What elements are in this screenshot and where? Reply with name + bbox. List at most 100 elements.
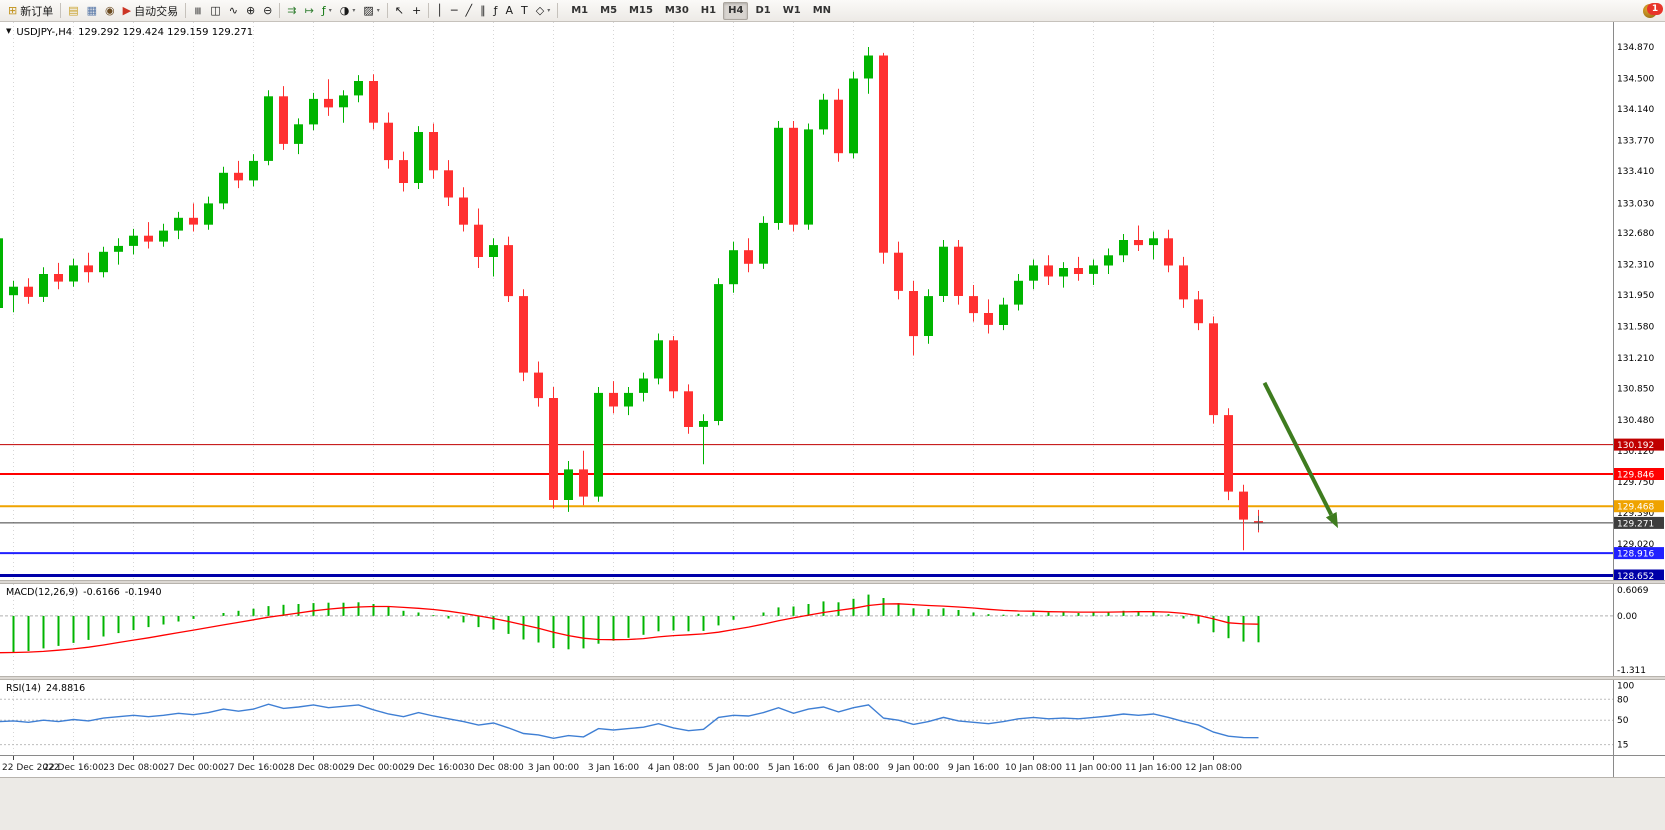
fibonacci-button[interactable]: ƒ [491,2,501,20]
caret-down-icon: ▾ [352,7,356,14]
zoom-out-button[interactable]: ⊖ [260,2,275,20]
svg-text:130.850: 130.850 [1617,385,1654,395]
svg-text:128.916: 128.916 [1617,550,1654,560]
profiles-icon: ▦ [86,3,98,17]
svg-text:29 Dec 16:00: 29 Dec 16:00 [403,763,464,773]
timeframe-w1[interactable]: W1 [782,4,801,16]
toolbar-separator [386,3,388,18]
vertical-line-button[interactable]: │ [433,2,446,20]
cursor-icon: ↖ [394,3,404,17]
rsi-panel[interactable]: 100 80 50 15 RSI(14) 24.8816 [0,680,1665,755]
panel-splitter[interactable] [0,676,1665,680]
svg-text:129.846: 129.846 [1617,471,1654,481]
trendline-icon: ╱ [465,3,473,17]
trendline-button[interactable]: ╱ [462,2,475,20]
toolbar: ⊞ 新订单 ▤ ▦ ◉ ▶ 自动交易 ≡ ◫ ∿ ⊕ ⊖ ⇉ ↦ ƒ ▾ ◑ ▾ ▨ ▾ ↖ + │ ─ ╱ ∥ ƒ A T ◇ ▾ M1 M5… [0,0,1665,22]
text-button[interactable]: A [502,2,516,20]
rsi-line [0,703,1259,740]
svg-text:129.750: 129.750 [1617,478,1654,488]
timeframe-h4[interactable]: H4 [723,1,749,20]
autotrading-button[interactable]: ▶ 自动交易 [120,2,181,20]
time-axis[interactable]: 22 Dec 2022 22 Dec 16:00 23 Dec 08:00 27 De… [0,755,1665,777]
candlestick-chart-icon: ◫ [210,3,221,17]
new-order-button[interactable]: ⊞ 新订单 [5,2,56,20]
svg-text:0.00: 0.00 [1617,612,1637,622]
line-chart-button[interactable]: ∿ [226,2,241,20]
svg-text:3 Jan 00:00: 3 Jan 00:00 [528,763,580,773]
svg-text:27 Dec 16:00: 27 Dec 16:00 [223,763,284,773]
time-grid [13,22,1214,580]
svg-text:131.580: 131.580 [1617,323,1654,333]
svg-text:22 Dec 16:00: 22 Dec 16:00 [43,763,104,773]
new-order-icon: ⊞ [8,3,18,17]
svg-text:11 Jan 16:00: 11 Jan 16:00 [1125,763,1182,773]
svg-text:129.390: 129.390 [1617,509,1654,519]
channel-button[interactable]: ∥ [477,2,489,20]
horizontal-line-button[interactable]: ─ [448,2,461,20]
chart-shift-icon: ↦ [304,3,314,17]
auto-scroll-icon: ⇉ [287,3,297,17]
rsi-levels [0,698,1613,746]
chart-shift-button[interactable]: ↦ [302,2,317,20]
trend-arrow[interactable] [1262,381,1339,529]
svg-text:131.950: 131.950 [1617,291,1654,301]
timeframe-mn[interactable]: MN [812,4,832,16]
fibonacci-icon: ƒ [493,3,498,17]
svg-text:130.192: 130.192 [1617,441,1654,451]
timeframe-m30[interactable]: M30 [664,4,689,16]
rsi-axis[interactable]: 100 80 50 15 [1613,680,1635,755]
level-lines[interactable] [0,444,1613,577]
candles [0,47,1263,551]
svg-text:134.870: 134.870 [1617,43,1654,53]
rsi-value: 24.8816 [45,683,86,694]
zoom-in-button[interactable]: ⊕ [243,2,258,20]
macd-panel[interactable]: 0.6069 0.00 -1.311 MACD(12,26,9) -0.6166 -0.… [0,584,1665,676]
svg-text:129.020: 129.020 [1617,540,1654,550]
one-click-trading-toggle[interactable]: ▼ [6,27,12,35]
profiles-button[interactable]: ▦ [84,2,100,20]
svg-text:134.500: 134.500 [1617,75,1654,85]
new-order-label: 新订单 [20,4,54,18]
svg-text:133.030: 133.030 [1617,199,1654,209]
bar-chart-button[interactable]: ≡ [190,2,205,20]
macd-main-value: -0.6166 [83,587,120,598]
shapes-button[interactable]: ◇ ▾ [533,2,553,20]
candlestick-chart-button[interactable]: ◫ [207,2,223,20]
timeframe-m15[interactable]: M15 [629,4,653,16]
label-icon: T [520,3,528,17]
timeframe-m5[interactable]: M5 [600,4,618,16]
macd-axis[interactable]: 0.6069 0.00 -1.311 [1613,584,1649,676]
charts-button[interactable]: ▤ [65,2,81,20]
svg-text:132.310: 132.310 [1617,261,1654,271]
channel-icon: ∥ [480,3,486,17]
auto-scroll-button[interactable]: ⇉ [284,2,299,20]
periods-button[interactable]: ◑ ▾ [337,2,359,20]
zoom-out-icon: ⊖ [263,3,273,17]
indicators-button[interactable]: ƒ ▾ [319,2,335,20]
timeframe-h1[interactable]: H1 [700,4,717,16]
svg-text:6 Jan 08:00: 6 Jan 08:00 [828,763,880,773]
price-chart-panel[interactable]: 134.870 134.500 134.140 133.770 133.410 133.0… [0,22,1665,580]
market-watch-button[interactable]: ◉ [102,2,118,20]
ohlc-values: 129.292 129.424 129.159 129.271 [78,27,254,38]
panel-splitter[interactable] [0,580,1665,584]
svg-text:130.480: 130.480 [1617,416,1654,426]
timeframe-m1[interactable]: M1 [571,4,589,16]
cursor-button[interactable]: ↖ [392,2,407,20]
templates-button[interactable]: ▨ ▾ [360,2,382,20]
price-axis[interactable]: 134.870 134.500 134.140 133.770 133.410 133.0… [1613,22,1655,580]
svg-text:129.468: 129.468 [1617,503,1654,513]
caret-down-icon: ▾ [547,7,551,14]
svg-text:128.652: 128.652 [1617,572,1654,580]
market-watch-icon: ◉ [105,3,115,17]
indicators-icon: ƒ [321,3,326,17]
label-button[interactable]: T [518,2,531,20]
timeframe-d1[interactable]: D1 [755,4,771,16]
time-grid [13,680,1214,755]
crosshair-button[interactable]: + [409,2,424,20]
svg-text:5 Jan 00:00: 5 Jan 00:00 [708,763,760,773]
svg-text:23 Dec 08:00: 23 Dec 08:00 [103,763,164,773]
macd-label: MACD(12,26,9) -0.6166 -0.1940 [6,587,167,598]
autotrading-label: 自动交易 [134,4,179,18]
